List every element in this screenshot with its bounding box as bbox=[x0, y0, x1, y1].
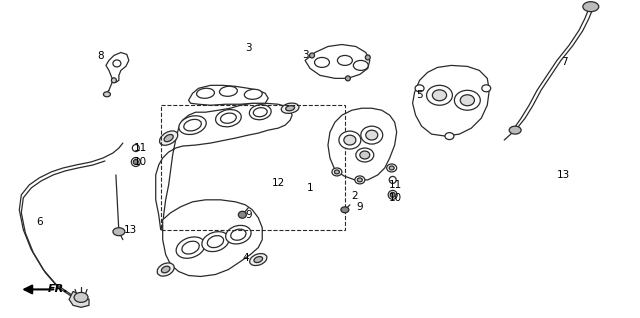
Ellipse shape bbox=[344, 135, 356, 145]
Ellipse shape bbox=[310, 53, 314, 58]
Ellipse shape bbox=[332, 168, 342, 176]
Ellipse shape bbox=[184, 119, 202, 131]
Ellipse shape bbox=[482, 85, 491, 92]
Ellipse shape bbox=[226, 225, 251, 244]
Polygon shape bbox=[189, 85, 268, 105]
Ellipse shape bbox=[253, 108, 267, 117]
Ellipse shape bbox=[365, 55, 371, 60]
Polygon shape bbox=[328, 108, 397, 180]
Ellipse shape bbox=[357, 178, 362, 182]
Ellipse shape bbox=[365, 130, 378, 140]
Polygon shape bbox=[305, 45, 370, 78]
Ellipse shape bbox=[104, 92, 111, 97]
Ellipse shape bbox=[509, 126, 521, 134]
Ellipse shape bbox=[356, 148, 374, 162]
Ellipse shape bbox=[355, 176, 365, 184]
Text: 11: 11 bbox=[134, 143, 147, 153]
Bar bbox=[161, 105, 345, 230]
Ellipse shape bbox=[389, 166, 394, 170]
Ellipse shape bbox=[244, 89, 262, 99]
Ellipse shape bbox=[433, 90, 447, 101]
Text: 3: 3 bbox=[301, 51, 308, 60]
Ellipse shape bbox=[337, 55, 353, 66]
Ellipse shape bbox=[132, 145, 140, 152]
Text: 1: 1 bbox=[307, 183, 314, 193]
Polygon shape bbox=[163, 200, 262, 276]
Ellipse shape bbox=[202, 232, 229, 252]
Text: 2: 2 bbox=[351, 191, 358, 201]
Text: 4: 4 bbox=[242, 252, 249, 263]
Ellipse shape bbox=[113, 228, 125, 236]
Ellipse shape bbox=[131, 157, 140, 166]
Ellipse shape bbox=[207, 236, 223, 248]
Ellipse shape bbox=[426, 85, 452, 105]
Text: FR.: FR. bbox=[48, 284, 69, 294]
Text: 11: 11 bbox=[389, 180, 403, 190]
Ellipse shape bbox=[176, 237, 205, 258]
Ellipse shape bbox=[390, 192, 395, 197]
Ellipse shape bbox=[583, 2, 599, 12]
Ellipse shape bbox=[415, 85, 424, 92]
Text: 13: 13 bbox=[124, 225, 138, 235]
Text: 10: 10 bbox=[134, 157, 147, 167]
Ellipse shape bbox=[346, 76, 350, 81]
Ellipse shape bbox=[281, 103, 299, 113]
Ellipse shape bbox=[216, 109, 241, 127]
Polygon shape bbox=[106, 52, 129, 82]
Ellipse shape bbox=[335, 170, 339, 174]
Polygon shape bbox=[69, 291, 89, 308]
Ellipse shape bbox=[164, 135, 173, 142]
Text: 13: 13 bbox=[557, 170, 570, 180]
Ellipse shape bbox=[159, 131, 178, 145]
Text: 12: 12 bbox=[271, 178, 285, 188]
Ellipse shape bbox=[254, 257, 262, 263]
Ellipse shape bbox=[314, 58, 330, 67]
Ellipse shape bbox=[111, 78, 116, 83]
Ellipse shape bbox=[221, 113, 236, 123]
Ellipse shape bbox=[360, 151, 370, 159]
Ellipse shape bbox=[238, 211, 246, 218]
Ellipse shape bbox=[353, 60, 368, 70]
Ellipse shape bbox=[387, 164, 397, 172]
Ellipse shape bbox=[285, 106, 294, 111]
Ellipse shape bbox=[250, 253, 267, 266]
Ellipse shape bbox=[361, 126, 383, 144]
Ellipse shape bbox=[182, 241, 199, 254]
Ellipse shape bbox=[339, 131, 361, 149]
Text: 6: 6 bbox=[36, 217, 42, 227]
Ellipse shape bbox=[113, 60, 121, 67]
Ellipse shape bbox=[161, 266, 170, 273]
Ellipse shape bbox=[389, 176, 396, 183]
Ellipse shape bbox=[74, 293, 88, 302]
Text: 9: 9 bbox=[356, 202, 363, 212]
Text: 3: 3 bbox=[245, 44, 252, 53]
Text: 8: 8 bbox=[98, 52, 104, 61]
Ellipse shape bbox=[341, 207, 349, 213]
Polygon shape bbox=[413, 66, 489, 136]
Text: 10: 10 bbox=[389, 193, 402, 203]
Text: 7: 7 bbox=[561, 58, 567, 67]
Ellipse shape bbox=[220, 86, 237, 96]
Ellipse shape bbox=[454, 90, 480, 110]
Ellipse shape bbox=[388, 190, 397, 199]
Ellipse shape bbox=[157, 263, 174, 276]
Ellipse shape bbox=[231, 229, 246, 240]
Ellipse shape bbox=[250, 105, 271, 120]
Text: 9: 9 bbox=[245, 210, 252, 220]
Ellipse shape bbox=[460, 95, 474, 106]
Polygon shape bbox=[156, 103, 292, 230]
Text: 5: 5 bbox=[416, 90, 423, 100]
Ellipse shape bbox=[179, 116, 206, 135]
Ellipse shape bbox=[196, 88, 214, 98]
Ellipse shape bbox=[445, 133, 454, 140]
Ellipse shape bbox=[133, 160, 138, 164]
